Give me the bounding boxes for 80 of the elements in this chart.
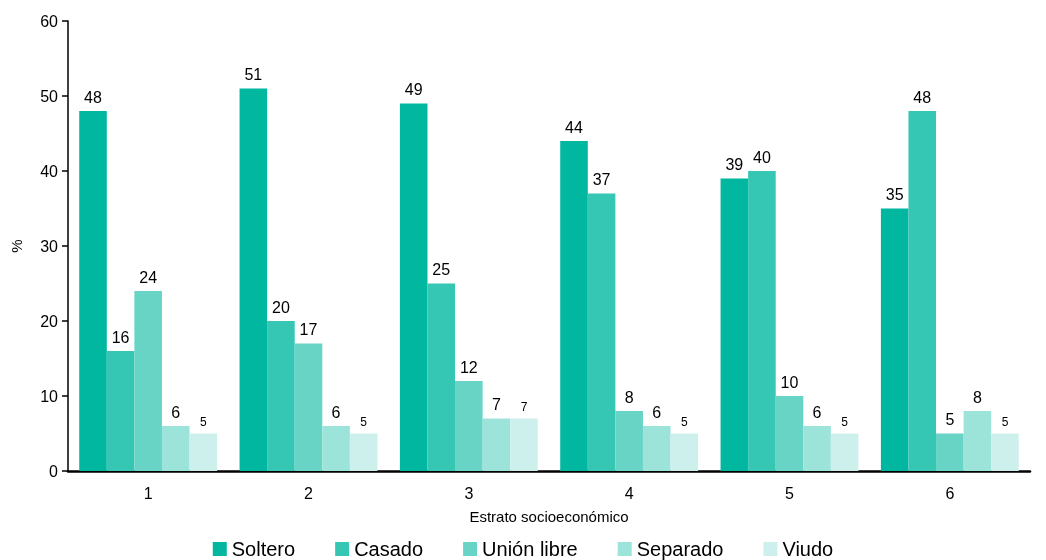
data-label: 10 <box>780 373 799 391</box>
data-label: 5 <box>199 414 207 429</box>
bar <box>560 141 588 471</box>
data-label: 6 <box>812 403 822 421</box>
x-tick-label: 2 <box>304 484 314 502</box>
data-label: 5 <box>1001 414 1009 429</box>
data-label: 8 <box>972 388 982 406</box>
x-tick-label: 4 <box>624 484 634 502</box>
bar <box>427 283 456 471</box>
bar <box>161 426 190 471</box>
bar <box>963 411 992 471</box>
bar <box>349 433 378 471</box>
x-tick-label: 5 <box>785 484 795 502</box>
data-label: 24 <box>139 268 158 286</box>
x-tick-label: 3 <box>464 484 474 502</box>
data-label: 5 <box>360 414 368 429</box>
y-tick-label: 40 <box>40 162 59 180</box>
legend-label: Unión libre <box>482 538 578 560</box>
legend-label: Soltero <box>231 538 296 560</box>
bar <box>79 111 107 471</box>
data-label: 6 <box>171 403 181 421</box>
bar <box>670 433 699 471</box>
y-tick-label: 50 <box>40 87 59 105</box>
bar <box>748 171 776 471</box>
bar <box>106 351 135 471</box>
bar <box>482 418 511 471</box>
data-label: 12 <box>459 358 478 376</box>
y-tick-label: 0 <box>49 462 59 480</box>
data-label: 40 <box>753 148 771 166</box>
legend-label: Separado <box>636 538 724 560</box>
x-axis-title: Estrato socioeconómico <box>469 508 629 525</box>
bar <box>399 103 428 471</box>
data-label: 25 <box>432 261 451 278</box>
bar <box>267 321 295 471</box>
x-tick-label: 1 <box>143 484 153 502</box>
bar <box>720 178 749 471</box>
bar <box>936 433 964 471</box>
bar <box>615 411 643 471</box>
data-label: 49 <box>404 81 423 98</box>
data-label: 17 <box>299 321 318 338</box>
bar <box>510 418 538 471</box>
data-label: 51 <box>244 66 263 83</box>
data-label: 16 <box>111 328 130 346</box>
x-tick-label: 6 <box>945 484 955 502</box>
bar <box>880 208 909 471</box>
bar <box>189 433 218 471</box>
legend-label: Casado <box>354 538 424 560</box>
data-label: 37 <box>592 171 611 188</box>
y-tick-label: 20 <box>40 312 59 330</box>
y-tick-label: 60 <box>40 12 59 30</box>
bar <box>239 88 268 471</box>
y-tick-label: 30 <box>40 237 59 255</box>
bar <box>908 111 937 471</box>
bar <box>642 426 671 471</box>
data-label: 6 <box>652 403 662 421</box>
bar <box>830 433 859 471</box>
data-label: 39 <box>725 156 744 173</box>
bar <box>294 343 323 471</box>
y-axis-title: % <box>8 239 25 253</box>
data-label: 20 <box>272 298 290 316</box>
data-label: 5 <box>680 414 688 429</box>
data-label: 8 <box>624 388 634 406</box>
y-tick-label: 10 <box>40 387 59 405</box>
data-label: 44 <box>565 118 584 136</box>
data-label: 5 <box>841 414 849 429</box>
data-label: 7 <box>520 399 528 414</box>
data-label: 35 <box>885 186 904 203</box>
data-label: 48 <box>913 88 932 106</box>
bar <box>134 291 162 471</box>
bar <box>775 396 804 471</box>
bar <box>455 381 483 471</box>
data-label: 7 <box>491 396 501 413</box>
data-label: 48 <box>84 88 103 106</box>
bar <box>991 433 1019 471</box>
bar <box>803 426 831 471</box>
data-label: 5 <box>945 411 955 428</box>
bar <box>587 193 616 471</box>
bar <box>322 426 350 471</box>
legend-label: Viudo <box>782 538 834 560</box>
data-label: 6 <box>331 403 341 421</box>
